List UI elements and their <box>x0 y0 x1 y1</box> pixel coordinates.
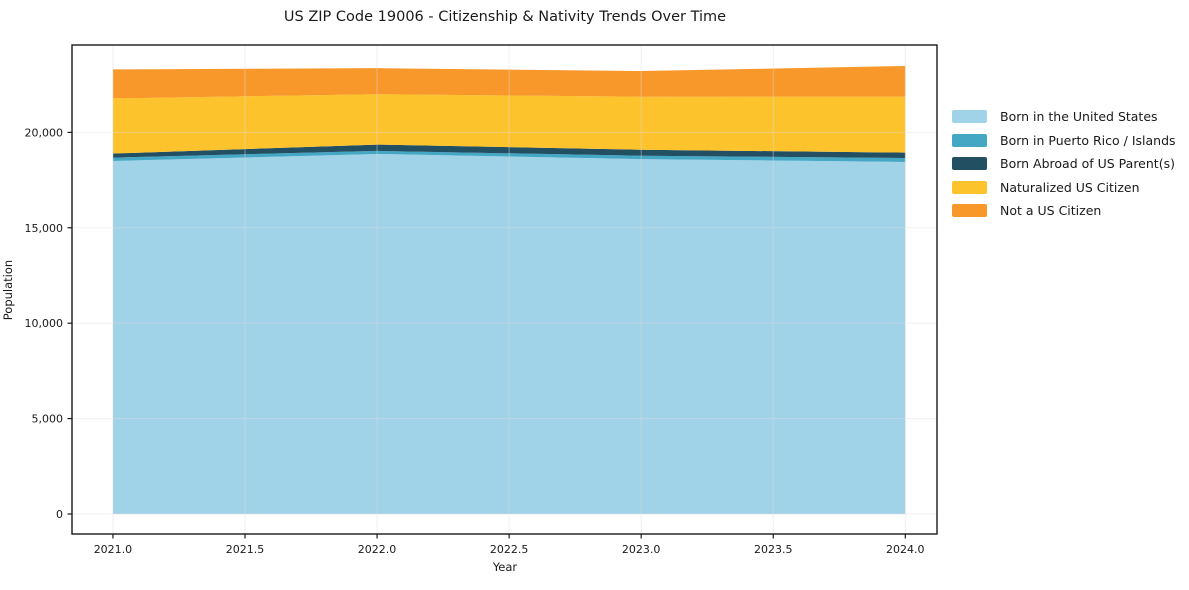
y-tick-label: 15,000 <box>25 222 64 235</box>
x-tick-label: 2023.5 <box>754 543 793 556</box>
area-born-abroad-of-us-parent-s <box>112 144 906 158</box>
legend-swatch-naturalized-us-citizen <box>952 180 987 194</box>
x-tick-label: 2022.0 <box>358 543 397 556</box>
legend-label: Born in Puerto Rico / Islands <box>1000 132 1176 148</box>
legend: Born in the United States Born in Puerto … <box>952 105 1188 223</box>
area-born-in-the-united-states <box>112 153 906 514</box>
legend-label: Born in the United States <box>1000 109 1158 125</box>
x-tick-label: 2022.5 <box>490 543 529 556</box>
area-naturalized-us-citizen <box>112 94 906 154</box>
legend-item-born-abroad-of-us-parent-s: Born Abroad of US Parent(s) <box>952 152 1188 176</box>
legend-item-born-in-puerto-rico-islands: Born in Puerto Rico / Islands <box>952 129 1188 153</box>
legend-item-born-in-the-united-states: Born in the United States <box>952 105 1188 129</box>
x-axis-label: Year <box>492 560 518 574</box>
legend-item-not-a-us-citizen: Not a US Citizen <box>952 199 1188 223</box>
axis-ticks <box>67 131 906 539</box>
x-tick-label: 2023.0 <box>622 543 661 556</box>
x-tick-label: 2021.0 <box>94 543 133 556</box>
legend-swatch-born-in-puerto-rico-islands <box>952 133 987 147</box>
x-tick-label: 2024.0 <box>886 543 925 556</box>
legend-item-naturalized-us-citizen: Naturalized US Citizen <box>952 176 1188 200</box>
area-born-in-puerto-rico-islands <box>112 150 906 162</box>
area-not-a-us-citizen <box>112 65 906 99</box>
y-tick-label: 20,000 <box>25 126 64 139</box>
chart-title: US ZIP Code 19006 - Citizenship & Nativi… <box>283 9 727 25</box>
legend-swatch-not-a-us-citizen <box>952 204 987 218</box>
legend-swatch-born-in-the-united-states <box>952 110 987 124</box>
legend-label: Not a US Citizen <box>1000 203 1102 219</box>
legend-swatch-born-abroad-of-us-parent-s <box>952 157 987 171</box>
x-tick-label: 2021.5 <box>226 543 265 556</box>
y-tick-label: 0 <box>56 508 63 521</box>
y-tick-label: 5,000 <box>32 413 64 426</box>
plot-frame <box>71 44 938 535</box>
y-tick-label: 10,000 <box>25 317 64 330</box>
gridlines <box>72 45 937 534</box>
legend-label: Naturalized US Citizen <box>1000 179 1140 195</box>
legend-label: Born Abroad of US Parent(s) <box>1000 156 1175 172</box>
y-axis-label: Population <box>1 259 15 321</box>
